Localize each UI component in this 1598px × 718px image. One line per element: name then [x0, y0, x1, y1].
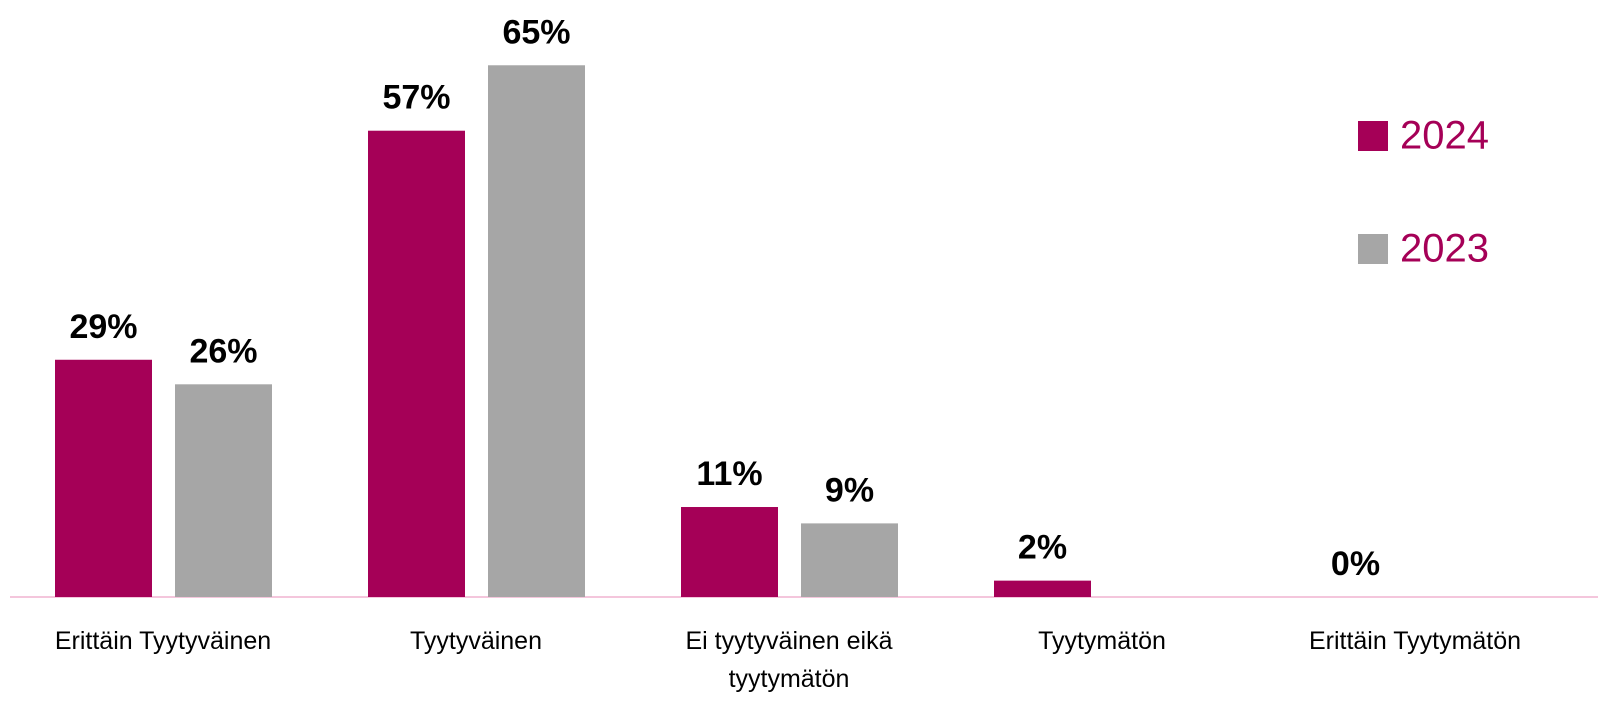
data-label: 0%	[1331, 545, 1380, 583]
x-tick-label: Ei tyytyväinen eikä tyytymätön	[685, 627, 893, 693]
bar	[801, 523, 898, 597]
legend-label: 2023	[1400, 227, 1489, 271]
data-label: 29%	[69, 308, 137, 346]
bar	[175, 384, 272, 597]
bar	[681, 507, 778, 597]
bar	[994, 580, 1091, 597]
data-label: 11%	[696, 455, 762, 493]
x-tick-label: Tyytymätön	[1038, 627, 1166, 655]
x-tick-label: Tyytyväinen	[409, 627, 542, 655]
data-label: 57%	[382, 79, 450, 117]
data-label: 65%	[502, 13, 570, 51]
data-label: 9%	[825, 471, 874, 509]
bar	[55, 359, 152, 597]
legend-swatch	[1358, 121, 1388, 151]
legend-swatch	[1358, 234, 1388, 264]
bar	[488, 65, 585, 597]
data-label: 2%	[1018, 529, 1067, 567]
data-label: 26%	[189, 332, 257, 370]
x-tick-label: Erittäin Tyytymätön	[1308, 627, 1522, 655]
legend-label: 2024	[1400, 114, 1489, 158]
bar	[368, 130, 465, 598]
x-tick-label: Erittäin Tyytyväinen	[54, 627, 272, 655]
